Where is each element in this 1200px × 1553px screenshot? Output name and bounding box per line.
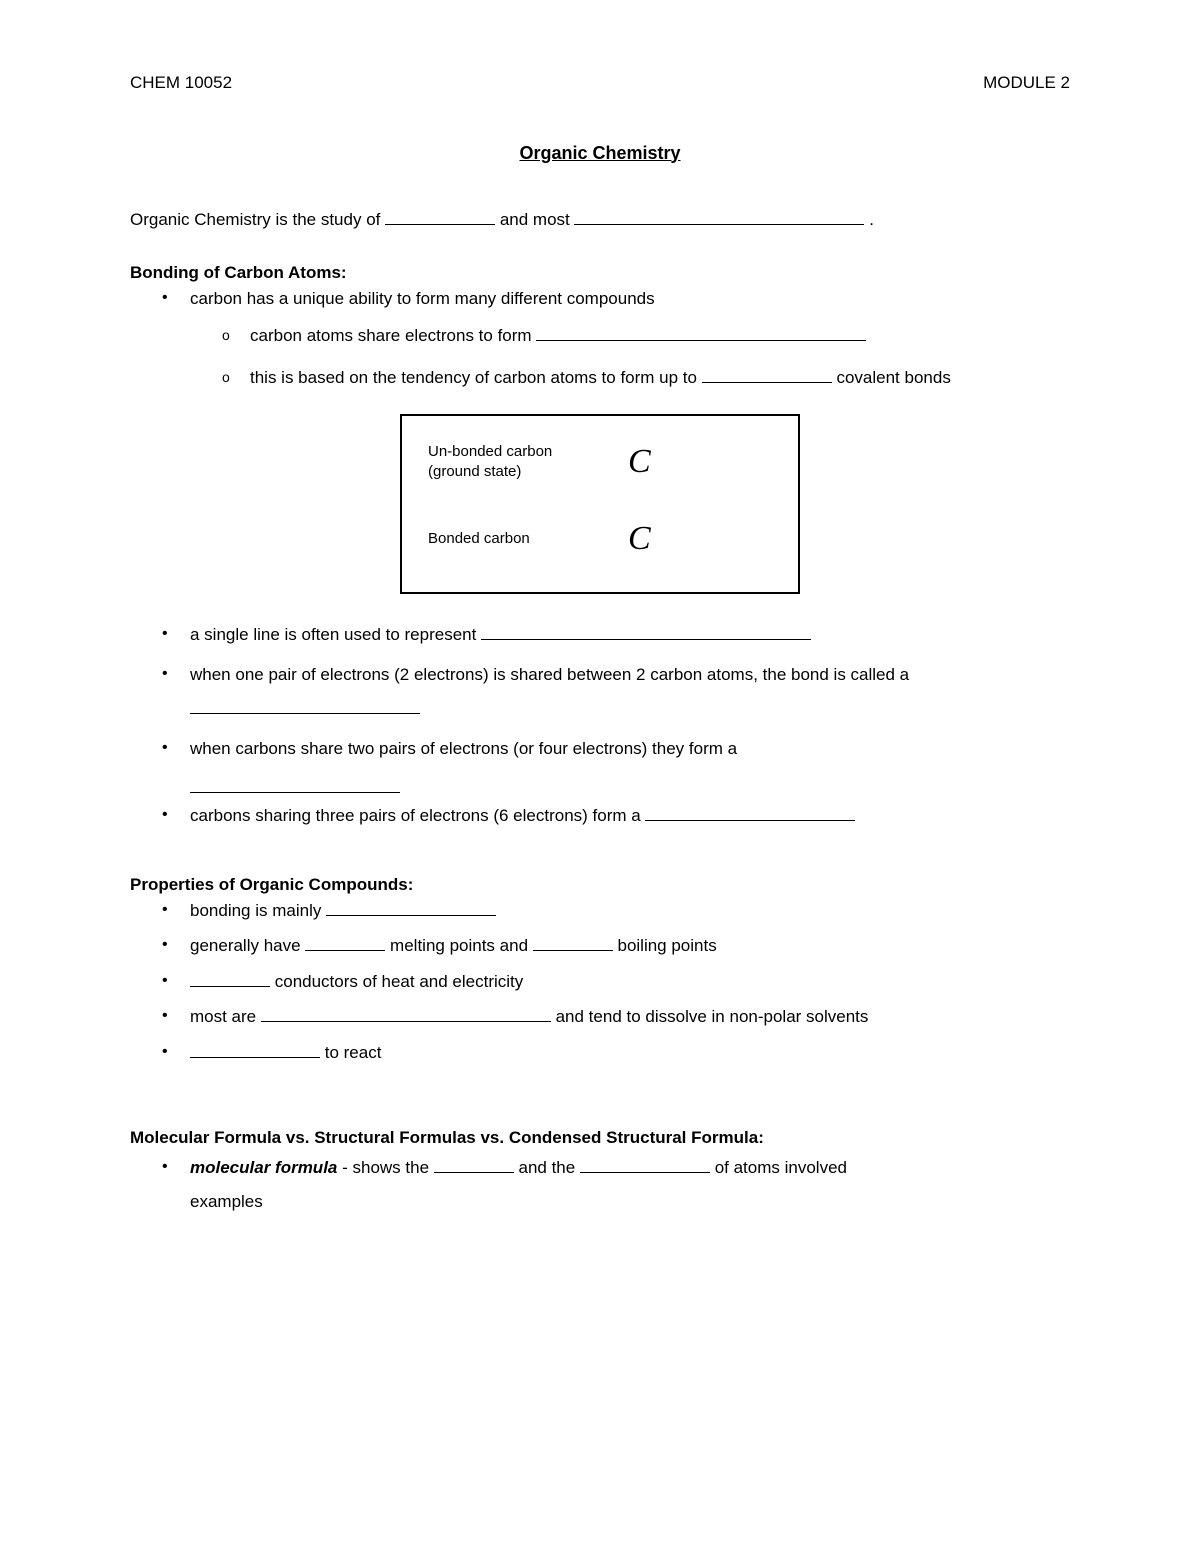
bonding-b5-text: carbons sharing three pairs of electrons… (190, 806, 645, 825)
section-bonding-heading: Bonding of Carbon Atoms: (130, 260, 1070, 286)
properties-bullets: bonding is mainly generally have melting… (130, 898, 1070, 1066)
bonding-b4: when carbons share two pairs of electron… (190, 736, 1070, 793)
diagram-label-unbonded: Un-bonded carbon (ground state) (428, 442, 598, 481)
diagram-label-bonded: Bonded carbon (428, 529, 598, 549)
bonding-b1: carbon has a unique ability to form many… (190, 286, 1070, 391)
header-left: CHEM 10052 (130, 70, 232, 96)
intro-line: Organic Chemistry is the study of and mo… (130, 207, 1070, 233)
header-right: MODULE 2 (983, 70, 1070, 96)
prop-p4b-text: and tend to dissolve in non-polar solven… (556, 1007, 869, 1026)
blank-m1b[interactable] (580, 1158, 710, 1173)
formula-m2-text: examples (190, 1192, 263, 1211)
bonding-s2b-text: covalent bonds (836, 368, 950, 387)
diagram-row-unbonded: Un-bonded carbon (ground state) C (428, 436, 772, 487)
bonding-bullets: carbon has a unique ability to form many… (130, 286, 1070, 391)
prop-p2: generally have melting points and boilin… (190, 933, 1070, 959)
blank-s1[interactable] (536, 326, 866, 341)
blank-p2a[interactable] (305, 936, 385, 951)
diagram-label-unbonded-l1: Un-bonded carbon (428, 443, 552, 460)
diagram-symbol-unbonded: C (628, 436, 651, 487)
prop-p5-text: to react (325, 1043, 382, 1062)
bonding-b2: a single line is often used to represent (190, 622, 1070, 648)
formula-m1a-text: - shows the (342, 1158, 434, 1177)
formula-m1: molecular formula - shows the and the of… (190, 1151, 1070, 1219)
prop-p5: to react (190, 1040, 1070, 1066)
bonding-sub-bullets: carbon atoms share electrons to form thi… (190, 323, 1060, 390)
formula-m1b-text: and the (519, 1158, 580, 1177)
diagram-label-unbonded-l2: (ground state) (428, 463, 521, 480)
page-title: Organic Chemistry (130, 140, 1070, 167)
prop-p1-text: bonding is mainly (190, 901, 326, 920)
bonding-b2-text: a single line is often used to represent (190, 625, 481, 644)
blank-b4[interactable] (190, 769, 400, 793)
bonding-s1: carbon atoms share electrons to form (250, 323, 1060, 349)
carbon-diagram: Un-bonded carbon (ground state) C Bonded… (400, 414, 800, 594)
diagram-row-bonded: Bonded carbon C (428, 513, 772, 564)
blank-p3[interactable] (190, 972, 270, 987)
section-properties-heading: Properties of Organic Compounds: (130, 872, 1070, 898)
prop-p1: bonding is mainly (190, 898, 1070, 924)
intro-part1: Organic Chemistry is the study of (130, 210, 385, 229)
bonding-b4-text: when carbons share two pairs of electron… (190, 739, 737, 758)
bonding-s1-text: carbon atoms share electrons to form (250, 326, 536, 345)
page-header: CHEM 10052 MODULE 2 (130, 70, 1070, 96)
blank-p5[interactable] (190, 1043, 320, 1058)
section-formula-heading: Molecular Formula vs. Structural Formula… (130, 1125, 1070, 1151)
prop-p3: conductors of heat and electricity (190, 969, 1070, 995)
blank-b2[interactable] (481, 625, 811, 640)
prop-p4: most are and tend to dissolve in non-pol… (190, 1004, 1070, 1030)
blank-intro-2[interactable] (574, 209, 864, 224)
prop-p2a-text: generally have (190, 936, 305, 955)
blank-b3[interactable] (190, 698, 420, 713)
blank-intro-1[interactable] (385, 209, 495, 224)
prop-p3-text: conductors of heat and electricity (275, 972, 524, 991)
blank-p2b[interactable] (533, 936, 613, 951)
blank-s2[interactable] (702, 367, 832, 382)
bonding-b3: when one pair of electrons (2 electrons)… (190, 658, 1070, 726)
formula-m1c-text: of atoms involved (715, 1158, 847, 1177)
intro-part2: and most (500, 210, 575, 229)
blank-p1[interactable] (326, 901, 496, 916)
bonding-b5: carbons sharing three pairs of electrons… (190, 803, 1070, 829)
prop-p4a-text: most are (190, 1007, 261, 1026)
formula-bullets: molecular formula - shows the and the of… (130, 1151, 1070, 1219)
intro-part3: . (869, 210, 874, 229)
blank-b5[interactable] (645, 806, 855, 821)
bonding-s2a-text: this is based on the tendency of carbon … (250, 368, 702, 387)
carbon-diagram-wrap: Un-bonded carbon (ground state) C Bonded… (130, 414, 1070, 594)
prop-p2c-text: boiling points (617, 936, 716, 955)
bonding-s2: this is based on the tendency of carbon … (250, 365, 1060, 391)
blank-p4[interactable] (261, 1007, 551, 1022)
diagram-symbol-bonded: C (628, 513, 651, 564)
blank-m1a[interactable] (434, 1158, 514, 1173)
bonding-bullets-2: a single line is often used to represent… (130, 622, 1070, 828)
prop-p2b-text: melting points and (390, 936, 533, 955)
bonding-b3a-text: when one pair of electrons (2 electrons)… (190, 665, 909, 684)
bonding-b1-text: carbon has a unique ability to form many… (190, 289, 655, 308)
formula-m1-label: molecular formula (190, 1158, 337, 1177)
